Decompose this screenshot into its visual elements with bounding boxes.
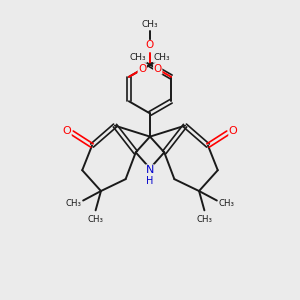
Text: O: O <box>138 64 146 74</box>
Text: CH₃: CH₃ <box>88 215 103 224</box>
Text: CH₃: CH₃ <box>218 199 234 208</box>
Text: H: H <box>146 176 154 186</box>
Text: O: O <box>229 126 238 136</box>
Text: O: O <box>154 64 162 74</box>
Text: CH₃: CH₃ <box>142 20 158 29</box>
FancyBboxPatch shape <box>7 7 293 293</box>
Text: O: O <box>62 126 71 136</box>
Text: N: N <box>146 165 154 175</box>
Text: O: O <box>146 40 154 50</box>
Text: CH₃: CH₃ <box>154 53 170 62</box>
Text: CH₃: CH₃ <box>66 199 82 208</box>
Text: CH₃: CH₃ <box>130 53 146 62</box>
Text: CH₃: CH₃ <box>196 215 212 224</box>
